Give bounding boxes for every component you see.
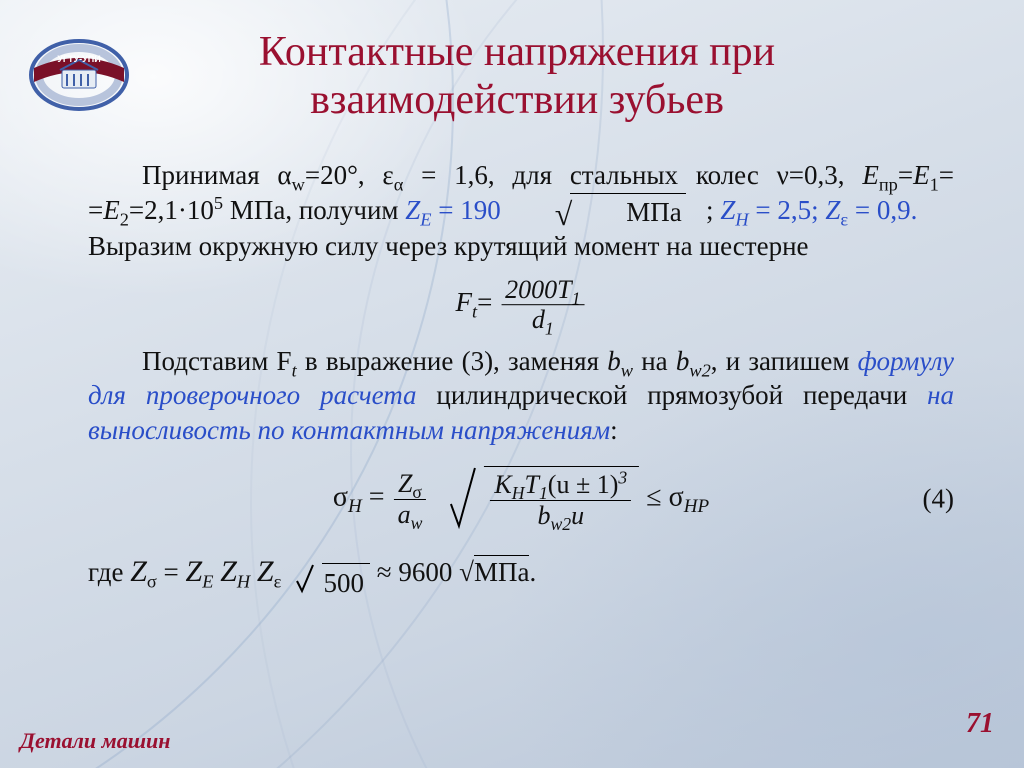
sqrt: KHT1(u ± 1)3 bw2u	[449, 464, 639, 534]
sub: w	[292, 174, 305, 194]
paragraph: Принимая αw=20°, εα = 1,6, для стальных …	[88, 158, 954, 264]
text: :	[610, 415, 618, 445]
text: Принимая α	[142, 160, 292, 190]
sub: 1	[545, 318, 554, 338]
text: ;	[706, 195, 720, 225]
sqrt-icon: √МПа	[501, 193, 686, 230]
slide-title: Контактные напряжения при взаимодействии…	[0, 28, 1024, 125]
sub: σ	[147, 572, 157, 592]
sub: E	[420, 209, 431, 229]
sub: w2	[689, 360, 710, 380]
radical-icon	[295, 561, 315, 595]
sub: H	[348, 496, 362, 517]
footer-course: Детали машин	[20, 728, 171, 754]
text: в выражение (3), заменяя	[297, 346, 608, 376]
unit: МПа	[570, 193, 686, 230]
text: 500	[322, 563, 371, 601]
var: E	[103, 195, 120, 225]
text: =	[898, 160, 913, 190]
var: b	[537, 501, 550, 530]
paragraph: Подставим Ft в выражение (3), заменяя bw…	[88, 344, 954, 448]
var: Z	[220, 555, 237, 588]
text: Подставим F	[142, 346, 292, 376]
sub: w	[621, 360, 633, 380]
text: (u ± 1)	[548, 470, 619, 499]
var: E	[862, 160, 879, 190]
text: , и запишем	[711, 346, 858, 376]
var: Z	[825, 195, 840, 225]
title-line: взаимодействии зубьев	[310, 77, 724, 123]
text: ≈ 9600 √	[377, 557, 474, 587]
var: σ	[669, 482, 684, 513]
sub: ε	[274, 572, 282, 592]
sub: HP	[684, 496, 709, 517]
unit: МПа	[474, 555, 530, 587]
sub: H	[512, 483, 525, 503]
text: =	[157, 557, 186, 587]
sub: ε	[840, 209, 848, 229]
title-line: Контактные напряжения при	[259, 29, 775, 75]
text: =	[477, 287, 492, 317]
sub: α	[394, 174, 404, 194]
var: b	[676, 346, 690, 376]
text: = 1,6, для стальных колес ν=0,3,	[403, 160, 862, 190]
text: на	[633, 346, 676, 376]
var: Z	[257, 555, 274, 588]
sub: 1	[930, 174, 939, 194]
var: K	[494, 470, 511, 499]
equation: σH = Zσ aw KHT1(u ± 1)3	[88, 453, 954, 545]
sub: w2	[550, 514, 571, 534]
text: = 0,9.	[848, 195, 917, 225]
fraction: 2000T1 d1	[499, 276, 586, 334]
sub: пр	[879, 174, 898, 194]
text: МПа, получим	[223, 195, 405, 225]
sub: H	[735, 209, 748, 229]
sub: 2	[120, 209, 129, 229]
slide: УГТУ-УПИ Контактные напряжения при взаим…	[0, 0, 1024, 768]
var: T	[524, 470, 538, 499]
sub: E	[202, 572, 213, 592]
var: Z	[130, 555, 147, 588]
var: Z	[720, 195, 735, 225]
text: = 190	[432, 195, 501, 225]
text: ≤	[646, 482, 668, 513]
paragraph: где Zσ = ZE ZH Zε 500 ≈ 9600 √МПа.	[88, 553, 954, 601]
text: =2,1·10	[129, 195, 214, 225]
var: E	[913, 160, 930, 190]
equation: Ft= 2000T1 d1	[88, 274, 954, 336]
var: u	[571, 501, 584, 530]
var: b	[607, 346, 621, 376]
sub: 1	[572, 288, 581, 308]
text: =	[939, 160, 954, 190]
text: =	[362, 482, 392, 513]
text: .	[529, 557, 536, 587]
text: где	[88, 557, 130, 587]
text: d	[532, 305, 545, 334]
var: Z	[405, 195, 420, 225]
fraction: Zσ aw	[392, 470, 429, 528]
text: цилиндрической прямо­зубой передачи	[417, 380, 928, 410]
text: 2000T	[505, 275, 571, 304]
slide-body: Принимая αw=20°, εα = 1,6, для стальных …	[88, 158, 954, 601]
fraction: KHT1(u ± 1)3 bw2u	[488, 471, 633, 529]
var: Z	[398, 469, 412, 498]
page-number: 71	[966, 708, 994, 740]
text: Выразим окружную силу через крутящий мом…	[88, 229, 954, 264]
sup: 3	[618, 468, 627, 488]
radical-icon	[449, 464, 477, 534]
var: Z	[186, 555, 203, 588]
var: F	[456, 287, 473, 317]
var: σ	[333, 482, 348, 513]
equation-number: (4)	[923, 482, 954, 517]
sup: 5	[214, 193, 223, 213]
sub: w	[411, 513, 423, 533]
var: a	[398, 500, 411, 529]
sub: σ	[412, 483, 422, 503]
text: = 2,5;	[749, 195, 826, 225]
sqrt: 500	[295, 561, 370, 601]
text: =20°, ε	[305, 160, 394, 190]
sub: H	[237, 572, 250, 592]
